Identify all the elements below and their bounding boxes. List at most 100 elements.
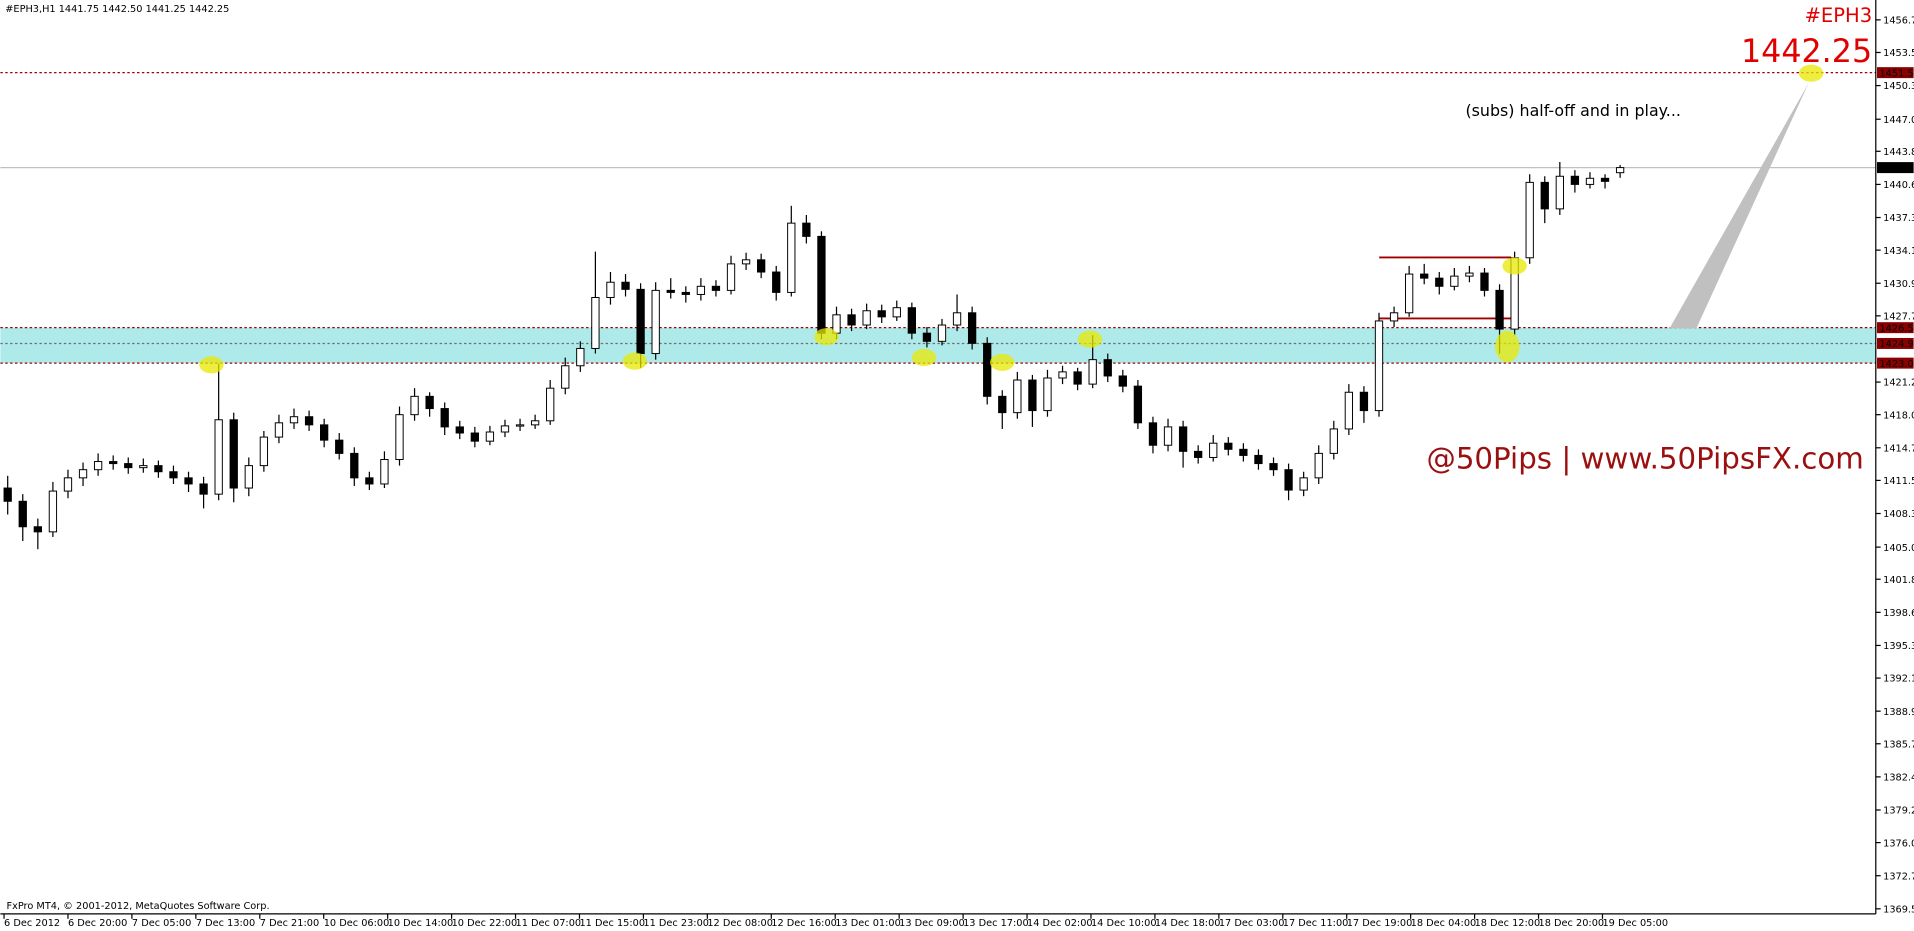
x-tick-label: 11 Dec 15:00 <box>579 918 645 929</box>
candle-body <box>1013 379 1022 414</box>
highlight <box>911 348 937 367</box>
candle-body <box>892 307 901 318</box>
candle-body <box>1058 371 1067 379</box>
candle-body <box>1359 391 1369 412</box>
header: #EPH3,H1 1441.75 1442.50 1441.25 1442.25 <box>5 4 229 15</box>
candle-body <box>1269 463 1278 471</box>
x-tick-label: 10 Dec 06:00 <box>324 918 390 929</box>
candle-body <box>1043 377 1052 412</box>
y-tick-label: 1450.30 <box>1883 81 1914 92</box>
x-tick-label: 12 Dec 08:00 <box>707 918 773 929</box>
candle-body <box>63 477 73 492</box>
y-tick-label: 1376.00 <box>1883 838 1914 849</box>
candle-body <box>1450 275 1459 287</box>
highlight <box>199 356 224 374</box>
candle-body <box>93 461 103 471</box>
x-tick-label: 12 Dec 16:00 <box>771 918 837 929</box>
y-tick-label: 1408.30 <box>1883 509 1914 520</box>
y-tick-label: 1382.45 <box>1883 773 1914 784</box>
candle-body <box>109 461 118 465</box>
candle-body <box>1073 371 1082 385</box>
y-tick-label: 1443.85 <box>1883 147 1914 158</box>
highlight <box>1077 330 1103 348</box>
candle-body <box>229 419 238 489</box>
candle-body <box>681 291 690 295</box>
candle-body <box>1103 359 1112 377</box>
candle-body <box>937 324 947 342</box>
candle-body <box>48 490 58 533</box>
arrow <box>1669 82 1809 329</box>
y-tick-label: 1430.90 <box>1883 279 1914 290</box>
candle-body <box>1254 454 1263 465</box>
y-tick-label: 1427.70 <box>1883 312 1914 323</box>
candle-body <box>154 465 163 473</box>
x-tick-label: 14 Dec 10:00 <box>1091 918 1157 929</box>
x-tick-label: 11 Dec 07:00 <box>516 918 582 929</box>
y-tick-label: 1392.15 <box>1883 674 1914 685</box>
candle-body <box>515 424 525 427</box>
candle-body <box>1555 175 1564 210</box>
y-tick-label: 1401.85 <box>1883 575 1914 586</box>
candle-body <box>33 526 42 533</box>
level-label: 1424.99 <box>1879 339 1914 350</box>
candle-body <box>757 259 766 273</box>
candle-body <box>78 469 88 479</box>
y-tick-label: 1418.00 <box>1883 410 1914 421</box>
candle-body <box>530 420 540 426</box>
candle-body <box>862 310 871 326</box>
x-tick-label: 13 Dec 01:00 <box>835 918 901 929</box>
candle-body <box>259 436 269 467</box>
footer: FxPro MT4, © 2001-2012, MetaQuotes Softw… <box>6 901 269 912</box>
candle-body <box>576 347 585 367</box>
y-tick-label: 1414.75 <box>1883 443 1914 454</box>
candle-body <box>817 235 826 334</box>
candle-body <box>1344 391 1354 430</box>
y-tick-label: 1385.70 <box>1883 739 1914 750</box>
candle-body <box>1600 177 1610 182</box>
candle-body <box>1329 428 1338 454</box>
highlight <box>1798 64 1824 82</box>
x-tick-label: 7 Dec 05:00 <box>132 918 191 929</box>
candle-body <box>1389 312 1399 322</box>
candle-body <box>1420 273 1429 279</box>
highlight <box>1495 330 1520 363</box>
y-tick-label: 1421.20 <box>1883 378 1914 389</box>
candle-body <box>847 314 856 326</box>
y-tick-label: 1453.55 <box>1883 48 1914 59</box>
candle-body <box>967 312 977 344</box>
x-tick-label: 13 Dec 17:00 <box>963 918 1029 929</box>
candle-body <box>124 463 133 469</box>
candle-body <box>1615 167 1625 174</box>
y-tick-label: 1434.15 <box>1883 246 1914 257</box>
candle-body <box>244 465 253 489</box>
candle-body <box>335 439 344 454</box>
candle-body <box>877 310 886 318</box>
candle-body <box>214 419 223 495</box>
level-label-bg <box>1877 337 1914 349</box>
candle-body <box>304 416 314 426</box>
y-tick-label: 1440.60 <box>1883 180 1914 191</box>
x-tick-label: 10 Dec 22:00 <box>452 918 518 929</box>
level-label: 1423.06 <box>1879 359 1914 370</box>
level-label-bg <box>1877 322 1914 334</box>
candle-body <box>1570 175 1580 185</box>
candle-body <box>651 289 660 355</box>
candle-body <box>952 312 962 326</box>
candle-body <box>802 222 811 237</box>
candle-body <box>696 285 706 295</box>
candle-body <box>440 408 449 428</box>
x-tick-label: 17 Dec 03:00 <box>1219 918 1285 929</box>
x-tick-label: 17 Dec 19:00 <box>1347 918 1413 929</box>
candle-body <box>561 365 570 389</box>
y-tick-label: 1411.55 <box>1883 476 1914 487</box>
x-tick-label: 7 Dec 13:00 <box>196 918 255 929</box>
candle-body <box>199 483 208 495</box>
level-label-bg <box>1877 162 1914 174</box>
candle-body <box>365 477 374 485</box>
candle-body <box>425 395 434 410</box>
candle-body <box>741 259 751 265</box>
candle-body <box>1480 272 1489 291</box>
candle-body <box>500 425 510 433</box>
